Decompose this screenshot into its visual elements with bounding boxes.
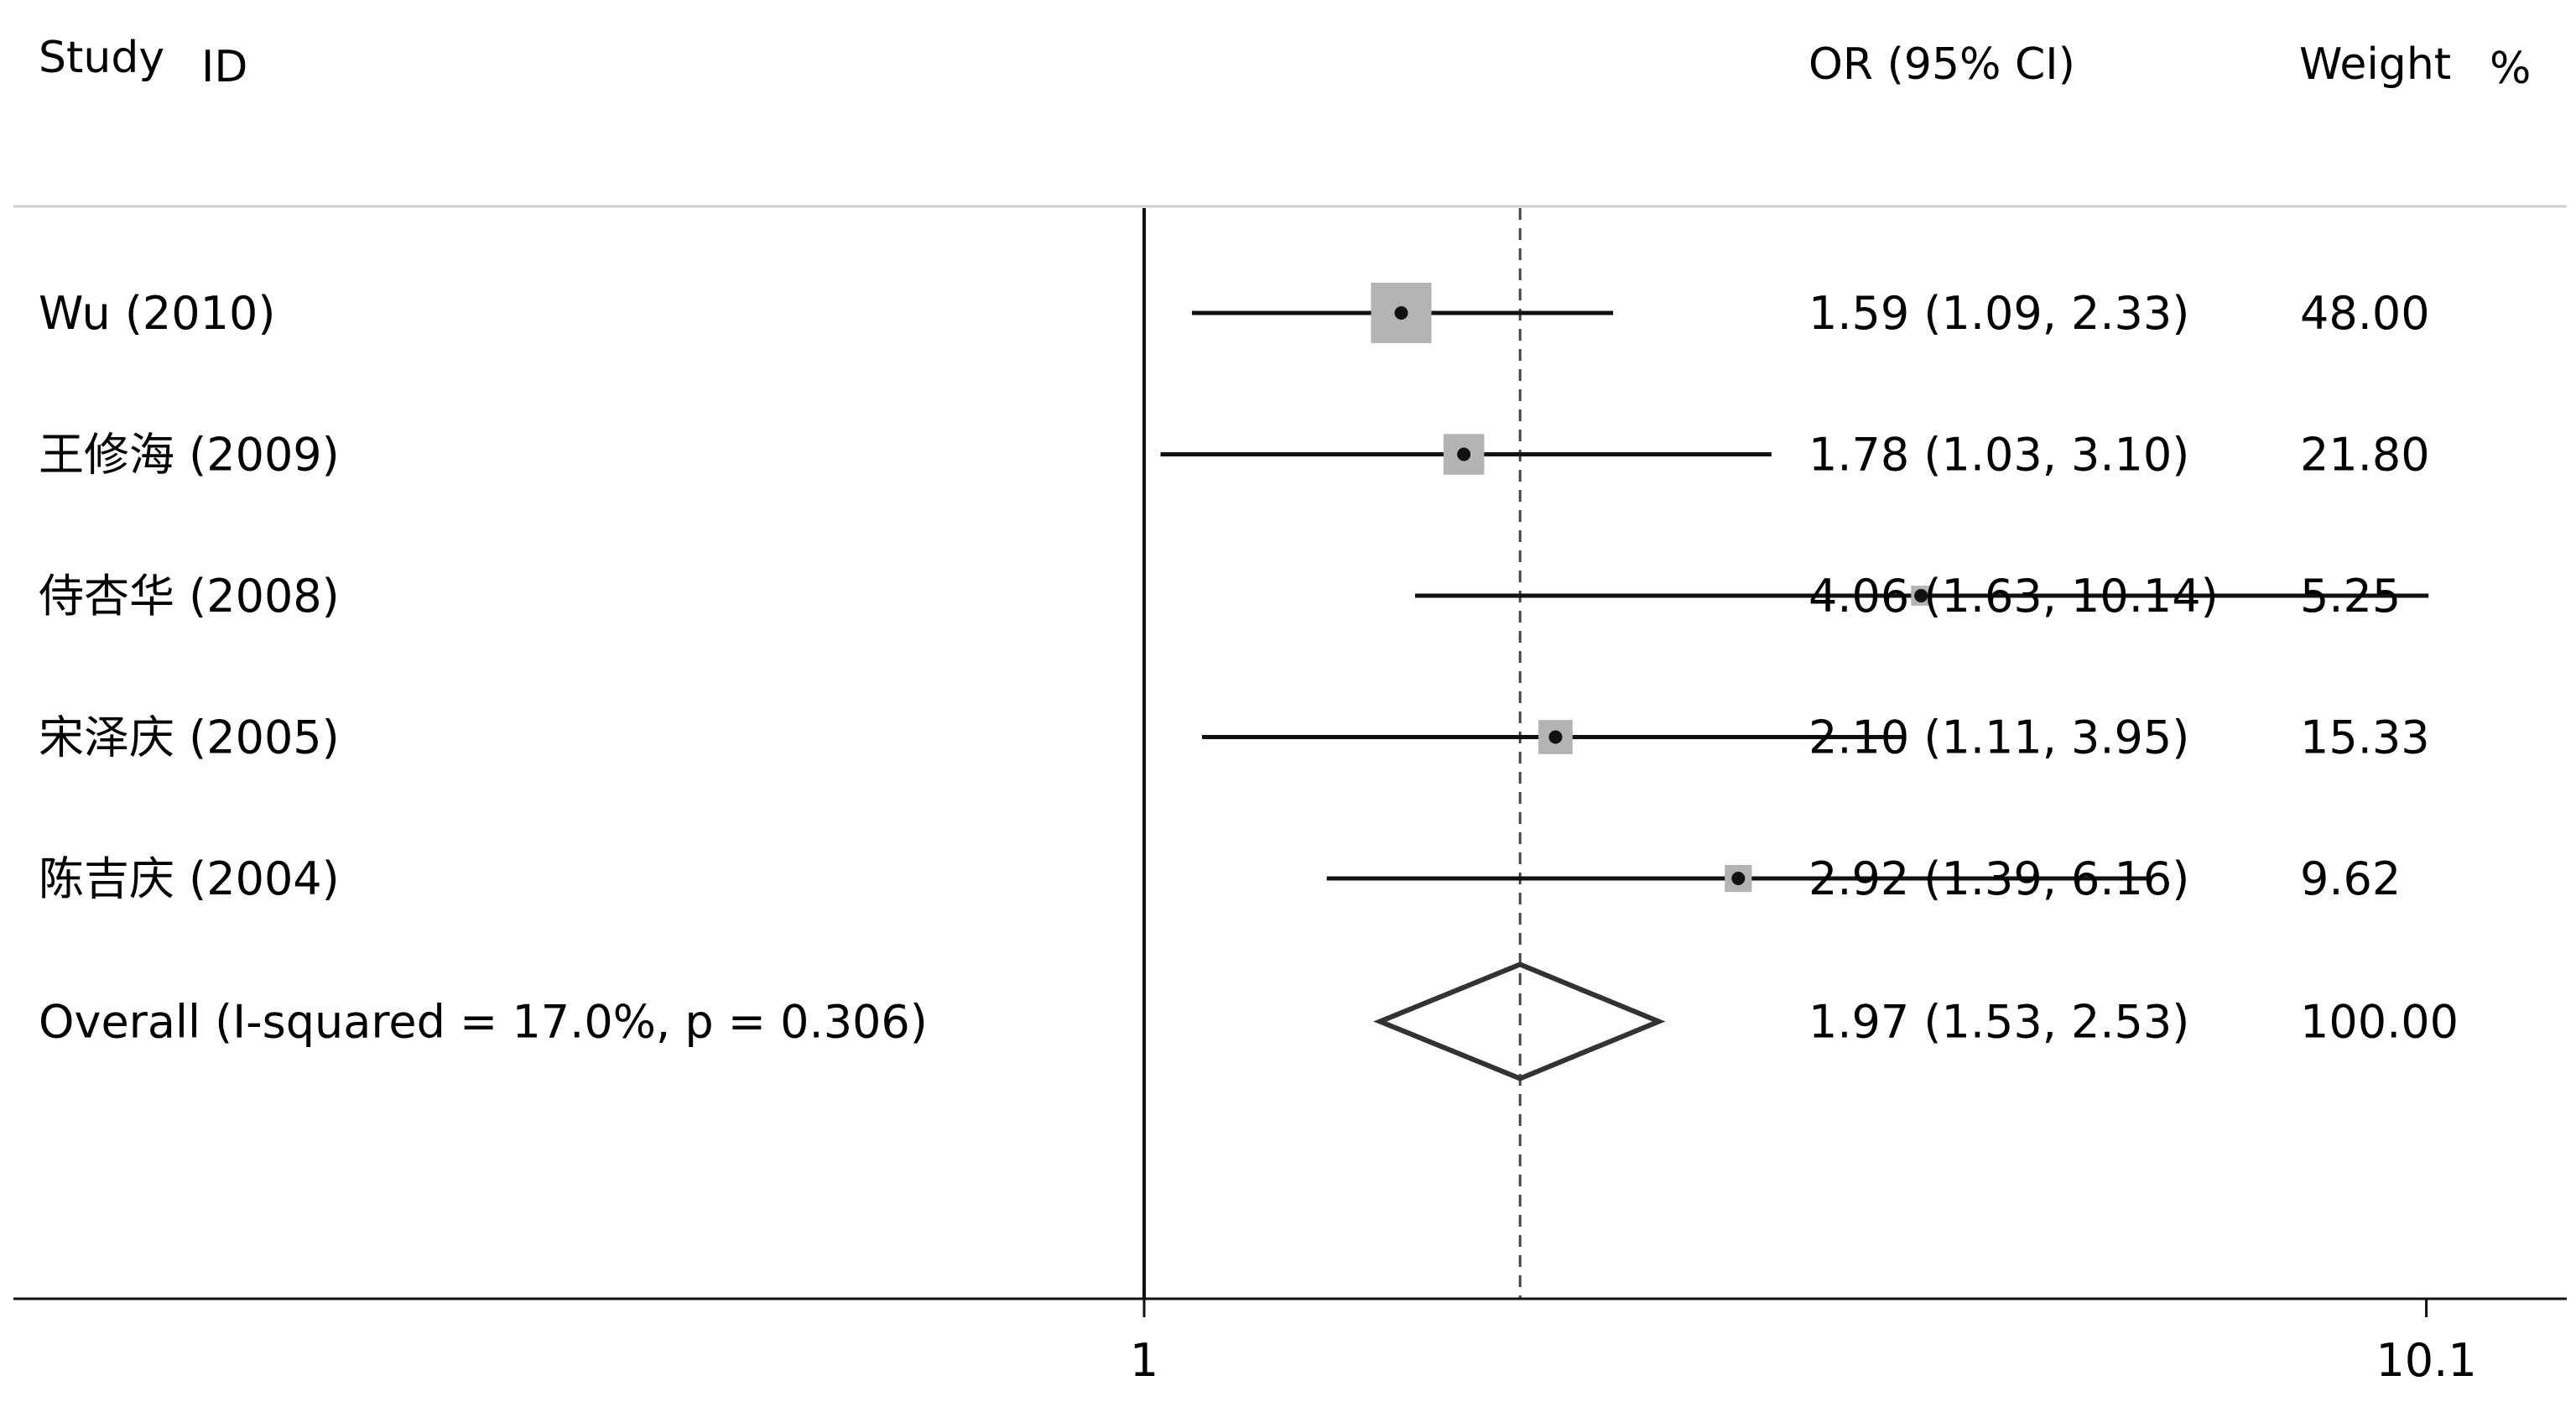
weight-value: 21.80 xyxy=(2300,429,2430,482)
header-weight: Weight xyxy=(2299,39,2451,90)
or-ci-value: 1.78 (1.03, 3.10) xyxy=(1808,429,2189,482)
or-ci-value: 2.10 (1.11, 3.95) xyxy=(1808,711,2189,764)
weight-value: 48.00 xyxy=(2300,287,2430,340)
study-row: Wu (2010) 1.59 (1.09, 2.33) 48.00 xyxy=(39,283,2430,343)
header-study: Study xyxy=(39,33,164,83)
study-label: 侍杏华 (2008) xyxy=(39,570,340,623)
header-id: ID xyxy=(201,42,247,92)
weight-value: 15.33 xyxy=(2300,711,2430,764)
x-tick-label: 10.1 xyxy=(2376,1334,2476,1387)
point-estimate xyxy=(1914,589,1928,602)
study-label: 陈吉庆 (2004) xyxy=(39,852,340,905)
point-estimate xyxy=(1731,872,1746,885)
overall-or-ci-value: 1.97 (1.53, 2.53) xyxy=(1808,996,2189,1049)
overall-label: Overall (I-squared = 17.0%, p = 0.306) xyxy=(39,996,928,1049)
point-estimate xyxy=(1457,447,1471,461)
weight-value: 9.62 xyxy=(2300,852,2401,905)
point-estimate xyxy=(1394,306,1408,320)
study-row: 王修海 (2009) 1.78 (1.03, 3.10) 21.80 xyxy=(39,429,2430,482)
or-ci-value: 1.59 (1.09, 2.33) xyxy=(1808,287,2189,340)
study-label: 宋泽庆 (2005) xyxy=(39,711,340,764)
header-or-ci: OR (95% CI) xyxy=(1808,39,2075,90)
or-ci-value: 2.92 (1.39, 6.16) xyxy=(1808,852,2189,905)
overall-weight-value: 100.00 xyxy=(2300,996,2459,1049)
x-tick-label: 1 xyxy=(1130,1334,1158,1387)
study-row: 侍杏华 (2008) 4.06 (1.63, 10.14) 5.25 xyxy=(39,570,2429,623)
weight-value: 5.25 xyxy=(2300,570,2401,623)
study-label: Wu (2010) xyxy=(39,287,275,340)
point-estimate xyxy=(1548,730,1563,744)
header-weight-unit: % xyxy=(2490,44,2531,94)
study-label: 王修海 (2009) xyxy=(39,429,340,482)
overall-diamond xyxy=(1373,961,1666,1081)
or-ci-value: 4.06 (1.63, 10.14) xyxy=(1808,570,2219,623)
study-row: 陈吉庆 (2004) 2.92 (1.39, 6.16) 9.62 xyxy=(39,852,2401,905)
study-row: 宋泽庆 (2005) 2.10 (1.11, 3.95) 15.33 xyxy=(39,711,2430,764)
